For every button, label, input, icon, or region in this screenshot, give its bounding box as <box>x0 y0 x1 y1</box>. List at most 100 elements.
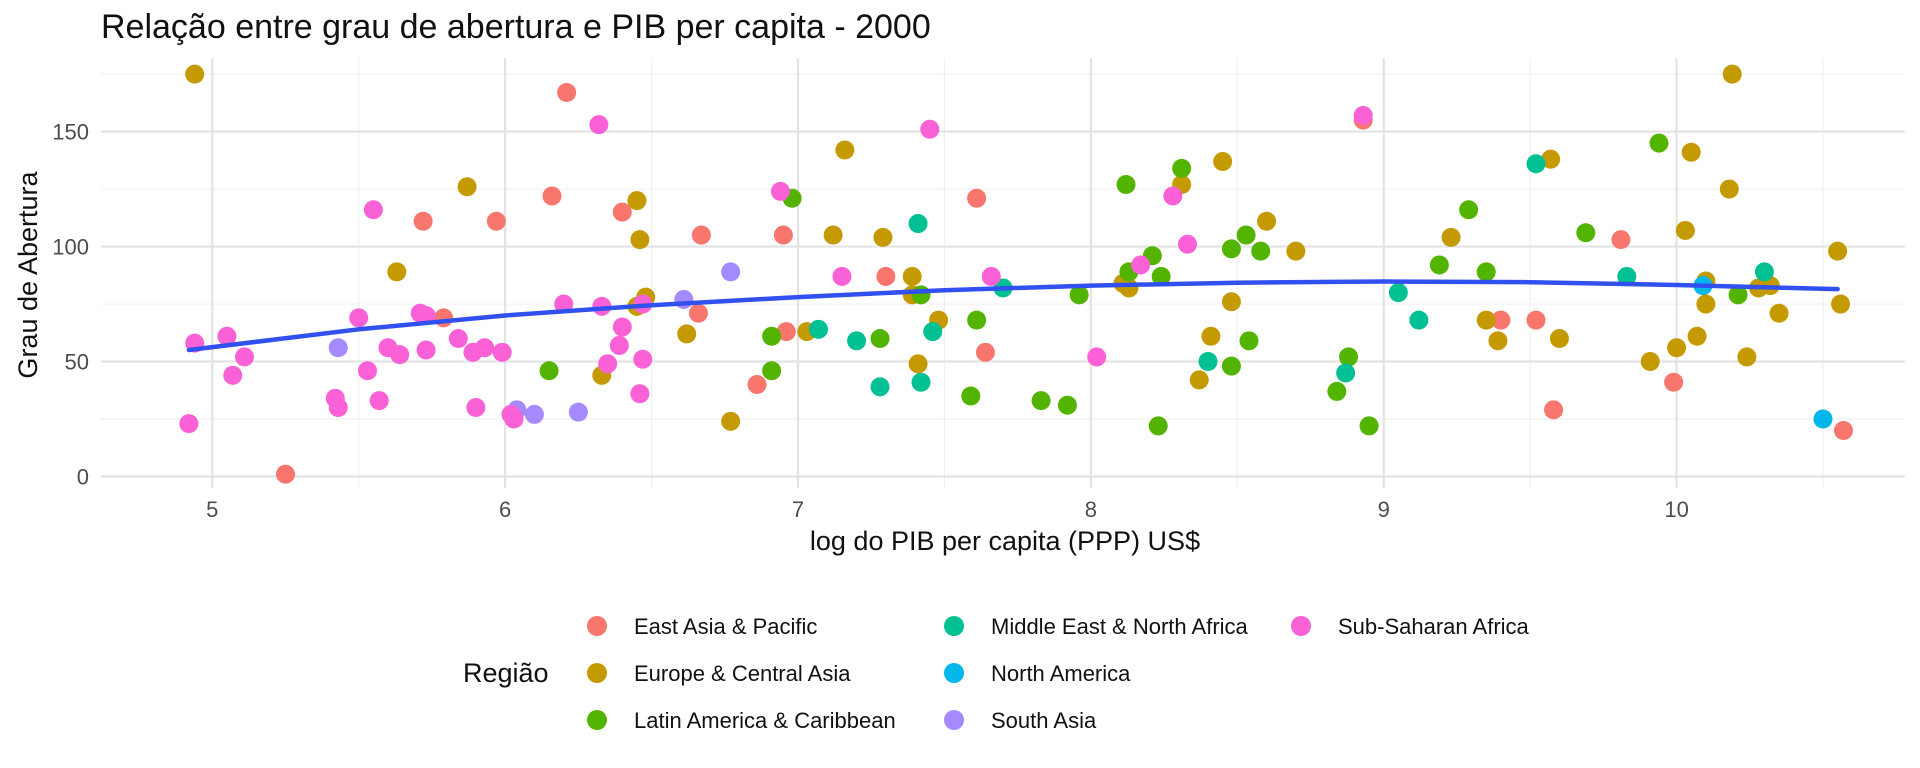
data-point <box>1488 331 1508 351</box>
data-point <box>975 342 995 362</box>
data-point <box>416 340 436 360</box>
data-point <box>1681 142 1701 162</box>
data-point <box>457 177 477 197</box>
axis-labels: log do PIB per capita (PPP) US$ Grau de … <box>13 120 1689 556</box>
data-point <box>721 411 741 431</box>
data-point <box>1541 149 1561 169</box>
data-point <box>902 266 922 286</box>
data-point <box>870 329 890 349</box>
data-point <box>1526 154 1546 174</box>
x-tick-label: 9 <box>1378 497 1390 522</box>
data-point <box>809 319 828 339</box>
data-point <box>492 342 512 362</box>
data-point <box>1087 347 1107 367</box>
data-point <box>1834 421 1853 441</box>
data-point <box>1476 310 1496 330</box>
data-point <box>1737 347 1757 367</box>
x-tick-label: 8 <box>1085 497 1097 522</box>
data-point <box>179 414 199 434</box>
data-point <box>835 140 855 160</box>
data-point <box>349 308 369 328</box>
data-point <box>1649 133 1669 153</box>
data-point <box>609 335 629 355</box>
data-point <box>358 361 377 381</box>
data-point <box>434 308 454 328</box>
data-point <box>1336 363 1356 383</box>
data-point <box>598 354 618 374</box>
data-point <box>873 227 893 247</box>
legend-label: East Asia & Pacific <box>634 614 817 639</box>
data-point <box>630 230 650 250</box>
data-point <box>747 375 767 395</box>
data-point <box>762 361 782 381</box>
data-point <box>762 326 782 346</box>
data-point <box>908 214 928 234</box>
data-point <box>475 338 495 358</box>
trend-line <box>186 279 1840 353</box>
data-points <box>179 64 1853 484</box>
data-point <box>185 64 205 84</box>
data-point <box>688 303 708 323</box>
data-point <box>1151 266 1171 286</box>
data-point <box>1213 151 1233 171</box>
y-tick-label: 50 <box>65 350 89 375</box>
x-tick-label: 6 <box>499 497 511 522</box>
data-point <box>1163 186 1183 206</box>
data-point <box>1201 326 1221 346</box>
data-point <box>1754 262 1774 282</box>
data-point <box>1441 227 1461 247</box>
legend-label: Latin America & Caribbean <box>634 708 896 733</box>
data-point <box>1131 255 1151 275</box>
data-point <box>1491 310 1511 330</box>
data-point <box>504 409 524 429</box>
trend-line-layer <box>186 279 1840 353</box>
data-point <box>1667 338 1687 358</box>
data-point <box>1339 347 1359 367</box>
data-point <box>911 372 931 392</box>
data-point <box>1057 395 1077 415</box>
data-point <box>773 225 793 245</box>
data-point <box>776 322 796 342</box>
data-point <box>1198 352 1218 372</box>
data-point <box>1576 223 1596 243</box>
data-point <box>1148 416 1168 436</box>
data-point <box>1769 303 1789 323</box>
data-point <box>1696 294 1716 314</box>
y-tick-label: 0 <box>77 465 89 490</box>
data-point <box>1069 285 1089 305</box>
data-point <box>235 347 254 367</box>
data-point <box>770 181 790 201</box>
data-point <box>1031 391 1051 411</box>
data-point <box>1664 372 1684 392</box>
data-point <box>589 115 609 135</box>
data-point <box>677 324 697 344</box>
data-point <box>1728 285 1748 305</box>
data-point <box>1189 370 1209 390</box>
grid-layer <box>101 58 1905 488</box>
data-point <box>612 202 632 222</box>
data-point <box>1327 381 1347 401</box>
data-point <box>363 200 383 220</box>
data-point <box>832 266 852 286</box>
data-point <box>557 82 577 102</box>
data-point <box>674 289 694 309</box>
data-point <box>967 188 987 208</box>
data-point <box>539 361 559 381</box>
y-tick-label: 100 <box>52 235 89 260</box>
legend-key <box>587 710 607 730</box>
data-point <box>223 365 243 385</box>
data-point <box>1221 239 1241 259</box>
data-point <box>369 391 389 411</box>
legend-label: Europe & Central Asia <box>634 661 851 686</box>
data-point <box>1359 416 1379 436</box>
data-point <box>466 398 486 418</box>
data-point <box>630 384 650 404</box>
data-point <box>1116 174 1136 194</box>
data-point <box>1828 241 1848 261</box>
legend-label: South Asia <box>991 708 1097 733</box>
data-point <box>1640 352 1660 372</box>
data-point <box>1459 200 1479 220</box>
legend-title: Região <box>463 658 549 688</box>
data-point <box>870 377 890 397</box>
